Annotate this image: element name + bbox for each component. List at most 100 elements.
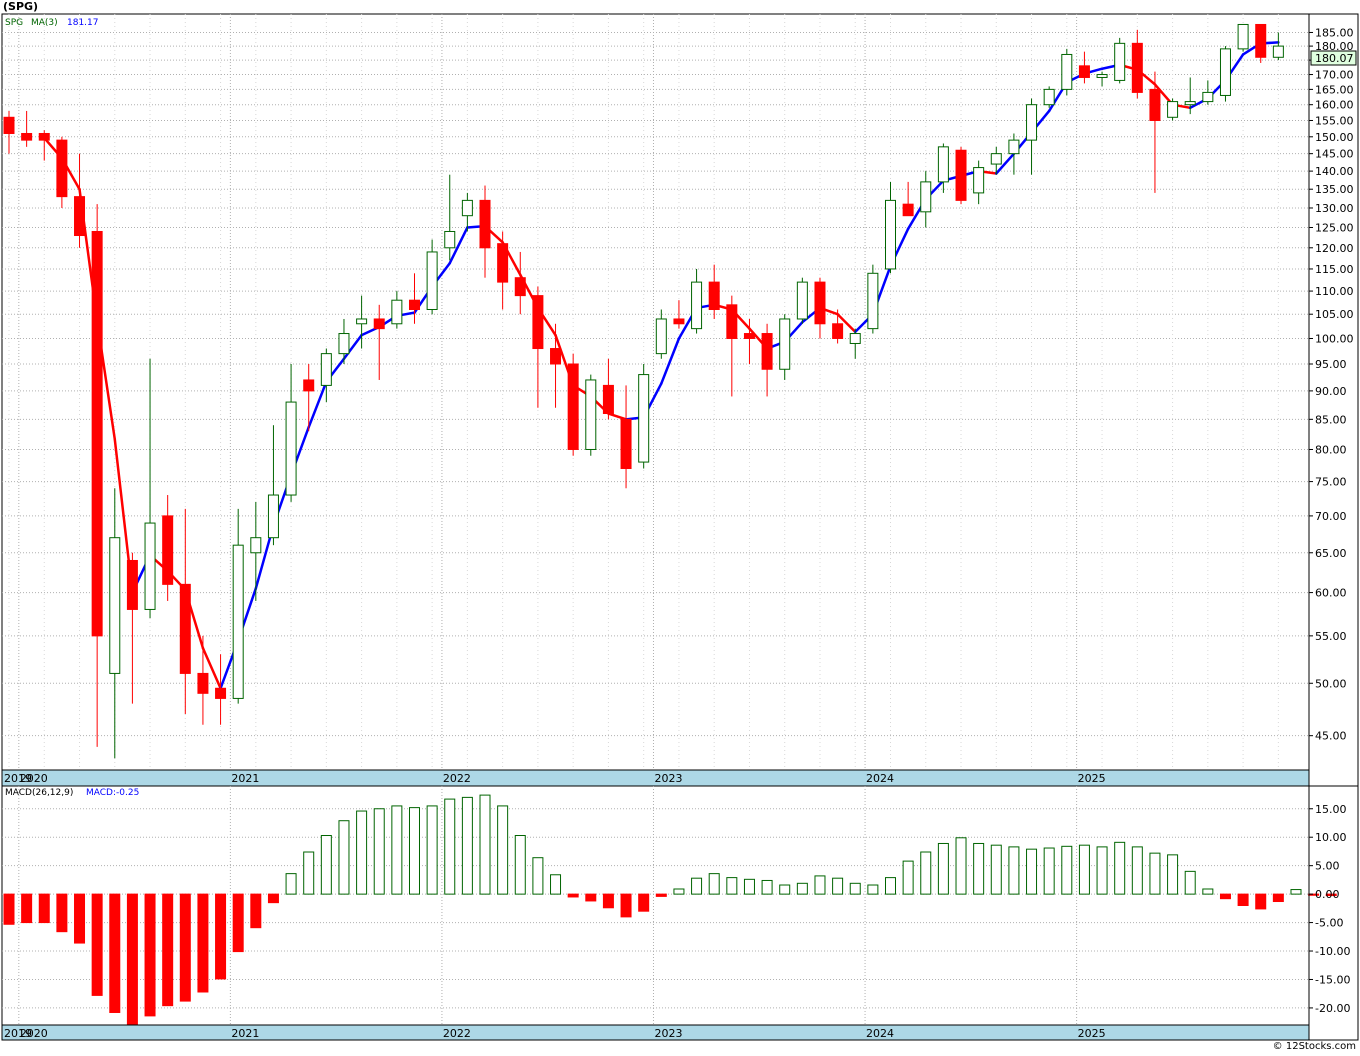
price-tick-label: 85.00 [1315,413,1347,426]
candle-body [215,687,227,699]
price-year-label: 2023 [654,772,682,785]
macd-bar [215,893,227,980]
macd-bar [1114,841,1126,895]
candle-body [56,139,68,198]
candle-body [902,203,914,217]
price-tick-label: 155.00 [1315,114,1354,127]
price-tick-label: 185.00 [1315,26,1354,39]
macd-bar [620,893,632,918]
macd-bar [885,877,896,895]
macd-y-axis: 15.00 10.00 5.00 0.00 -5.00 -10.00 -15.00 -20.0… [1309,803,1350,1015]
ma-segment [448,226,469,265]
candle-body [638,374,650,463]
candle-body [726,304,738,339]
candle-body [1026,104,1038,141]
candle-body [708,281,720,310]
candle-body [620,418,632,469]
macd-bar [602,893,614,909]
macd-bar [937,842,949,895]
candle-body [743,333,755,339]
last-price-marker: 180.07 [1310,50,1357,66]
macd-bar [1290,889,1302,895]
macd-year-label: 2022 [443,1027,471,1040]
price-tick-label: 140.00 [1315,165,1354,178]
macd-bar [267,893,279,904]
macd-bar [497,805,509,895]
macd-bar [973,842,985,895]
candle-body [867,272,879,330]
macd-bar [1149,852,1161,895]
candle-body [303,379,315,392]
candle-body [655,318,667,355]
candle-body [761,333,773,370]
ma-segment [607,412,628,421]
candle-body [567,363,579,450]
candle-body [162,515,174,585]
ma-segment [307,380,328,429]
macd-year-label: 2019 [4,1027,32,1040]
macd-bar [1078,844,1090,895]
price-tick-label: 160.00 [1315,99,1354,112]
macd-bar [197,893,209,993]
price-tick-label: 115.00 [1315,263,1354,276]
macd-bar [514,835,526,895]
macd-bar [109,893,121,1013]
candle-body [444,230,456,249]
candle-body [91,230,103,637]
candle-body [426,251,438,310]
macd-bar [726,877,738,895]
candle-body [1149,88,1161,121]
macd-bar [691,877,703,895]
price-tick-label: 95.00 [1315,358,1347,371]
candle-body [356,318,368,325]
macd-bar [232,893,244,953]
macd-bar [655,893,667,897]
macd-bar [920,851,932,895]
candle-body [1167,101,1179,118]
macd-bar [356,810,368,895]
macd-bar [408,807,420,895]
macd-bar [814,875,826,895]
candle-body [320,353,332,386]
ma-segment [995,152,1016,175]
macd-bar [1131,846,1143,895]
candle-body [602,384,614,415]
candle-body [373,318,385,330]
candle-body [126,559,138,610]
candles [3,23,1284,759]
macd-bar [832,877,844,895]
macd-bar [250,893,262,929]
candle-body [920,181,932,213]
macd-bar [38,893,50,924]
candle-body [408,299,420,310]
macd-bar [779,884,791,895]
ma-segment [342,333,363,361]
price-tick-label: 75.00 [1315,476,1347,489]
macd-bar [1061,845,1073,895]
macd-bar [1325,893,1337,897]
candle-body [832,323,844,339]
price-year-label: 2020 [20,772,48,785]
macd-bar [1167,854,1179,895]
candle-body [21,132,33,141]
candle-body [1061,53,1073,90]
candle-body [779,318,791,370]
macd-bar [867,884,879,895]
price-year-label: 2019 [4,772,32,785]
macd-bar [1096,846,1108,895]
macd-year-label: 2024 [866,1027,894,1040]
macd-bar [567,893,579,898]
macd-year-label: 2023 [654,1027,682,1040]
price-tick-label: 125.00 [1315,221,1354,234]
macd-bar [338,820,350,895]
candle-body [937,146,949,183]
price-tick-label: 90.00 [1315,385,1347,398]
macd-tick-label: 5.00 [1315,860,1340,873]
price-tick-label: 70.00 [1315,510,1347,523]
candle-body [1114,42,1126,81]
macd-bar [162,893,174,1007]
price-tick-label: 165.00 [1315,83,1354,96]
macd-legend-value: MACD:-0.25 [86,788,139,798]
ma-segment [660,337,681,385]
